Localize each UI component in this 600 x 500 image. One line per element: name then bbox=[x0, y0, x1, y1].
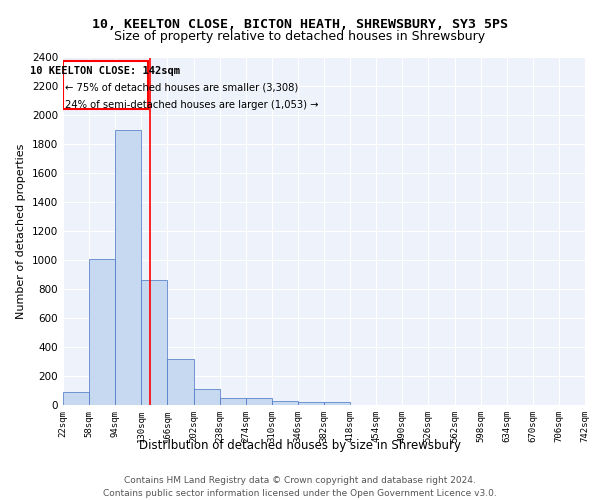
Y-axis label: Number of detached properties: Number of detached properties bbox=[16, 144, 26, 319]
Text: Contains HM Land Registry data © Crown copyright and database right 2024.: Contains HM Land Registry data © Crown c… bbox=[124, 476, 476, 485]
FancyBboxPatch shape bbox=[63, 61, 148, 109]
Text: 10, KEELTON CLOSE, BICTON HEATH, SHREWSBURY, SY3 5PS: 10, KEELTON CLOSE, BICTON HEATH, SHREWSB… bbox=[92, 18, 508, 30]
Text: Contains public sector information licensed under the Open Government Licence v3: Contains public sector information licen… bbox=[103, 489, 497, 498]
Bar bbox=[324, 402, 350, 405]
Bar bbox=[193, 389, 220, 405]
Bar bbox=[220, 398, 246, 405]
Bar bbox=[246, 398, 272, 405]
Bar bbox=[167, 358, 193, 405]
Bar bbox=[298, 402, 324, 405]
Text: Distribution of detached houses by size in Shrewsbury: Distribution of detached houses by size … bbox=[139, 439, 461, 452]
Text: ← 75% of detached houses are smaller (3,308): ← 75% of detached houses are smaller (3,… bbox=[65, 83, 298, 93]
Bar bbox=[142, 280, 167, 405]
Bar bbox=[63, 392, 89, 405]
Text: 24% of semi-detached houses are larger (1,053) →: 24% of semi-detached houses are larger (… bbox=[65, 100, 319, 110]
Text: 10 KEELTON CLOSE: 142sqm: 10 KEELTON CLOSE: 142sqm bbox=[31, 66, 181, 76]
Bar bbox=[272, 400, 298, 405]
Bar bbox=[89, 259, 115, 405]
Bar bbox=[115, 130, 142, 405]
Text: Size of property relative to detached houses in Shrewsbury: Size of property relative to detached ho… bbox=[115, 30, 485, 43]
